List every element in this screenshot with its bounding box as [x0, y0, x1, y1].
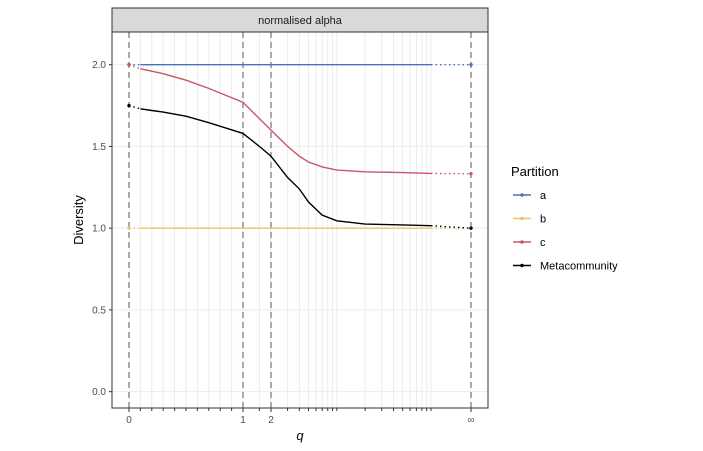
legend-label: b [540, 214, 546, 226]
y-tick-label: 1.5 [92, 142, 106, 153]
x-tick-label: ∞ [467, 415, 474, 426]
series-point-qinf [469, 172, 473, 176]
x-axis-title: q [296, 428, 304, 443]
legend-key-point [520, 240, 524, 244]
legend-key-point [520, 263, 524, 268]
legend-label: a [540, 190, 547, 202]
legend-item-c: c [513, 237, 546, 249]
reference-lines [128, 32, 472, 408]
axes: 0.0 0.5 1.0 1.5 2.0 0 1 2 ∞ [92, 60, 474, 426]
plot-panel [112, 32, 488, 408]
series-c [127, 62, 473, 176]
gridlines [112, 32, 488, 408]
legend: Partition abc Metacommunity [511, 164, 618, 273]
y-axis-title: Diversity [71, 195, 86, 245]
y-tick-label: 1.0 [92, 224, 106, 235]
series-point-qinf [469, 226, 473, 230]
y-tick-label: 0.5 [92, 305, 106, 316]
series-point-q0 [127, 62, 131, 67]
series-point-q0 [127, 226, 131, 230]
x-tick-label: 2 [268, 415, 274, 426]
x-tick-label: 1 [240, 415, 246, 426]
series-point-qinf [469, 62, 473, 67]
legend-items: abc Metacommunity [513, 190, 618, 273]
series-line [140, 108, 432, 227]
legend-item-metacommunity: Metacommunity [513, 261, 618, 273]
facet-strip: normalised alpha [111, 7, 489, 33]
facet-title: normalised alpha [258, 15, 343, 27]
series-point-q0 [127, 103, 131, 108]
legend-item-a: a [513, 190, 547, 202]
legend-title: Partition [511, 164, 559, 179]
legend-label: Metacommunity [540, 261, 618, 273]
legend-key-point [520, 193, 524, 197]
facet-strip-background [111, 7, 489, 33]
legend-label: c [540, 237, 546, 249]
series-dotted-start [128, 64, 141, 70]
series-line [140, 68, 432, 175]
plot-border [111, 31, 489, 409]
legend-key-point [520, 216, 524, 221]
legend-item-b: b [513, 214, 546, 226]
series-layer [127, 62, 473, 230]
y-tick-label: 2.0 [92, 60, 106, 71]
series-dotted-start [128, 104, 141, 110]
y-tick-label: 0.0 [92, 387, 106, 398]
x-tick-label: 0 [126, 415, 132, 426]
series-metacommunity [127, 103, 473, 230]
